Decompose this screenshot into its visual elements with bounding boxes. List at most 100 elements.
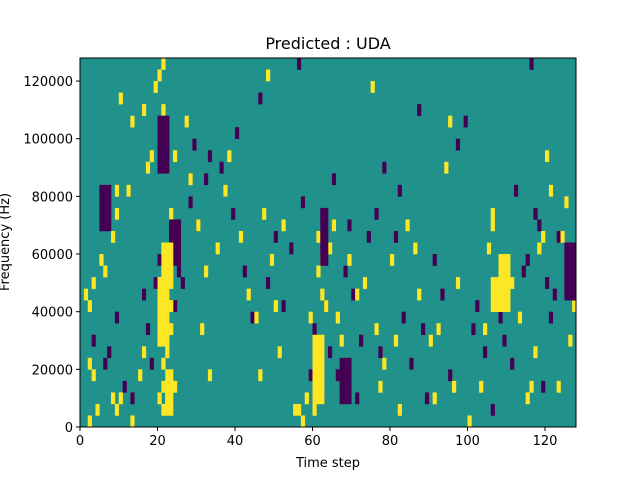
heatmap-cell-low [347,219,352,232]
heatmap-cell-high [149,150,154,163]
heatmap-cell-high [455,277,461,289]
y-tick-label: 120000 [23,75,73,90]
heatmap-cell-low [393,230,399,243]
heatmap-cell-high [297,403,302,416]
heatmap-cell-high [432,392,437,405]
heatmap-cell-high [238,230,244,243]
heatmap-cell-low [537,219,542,232]
heatmap-cell-high [347,254,352,266]
heatmap-cell-high [428,334,433,347]
heatmap-cell-low [114,311,120,324]
heatmap-cell-low [235,127,240,140]
heatmap-cell-high [223,184,228,197]
heatmap-cell-high [397,403,402,416]
heatmap-cell-high [161,58,166,70]
heatmap-block-low [339,357,352,405]
heatmap-cell-high [207,369,213,382]
heatmap-block-low [157,115,170,174]
heatmap-cell-low [335,369,340,382]
heatmap-cell-high [316,265,321,278]
heatmap-cell-low [545,277,550,289]
heatmap-cell-high [490,207,495,220]
heatmap-cell-low [521,265,526,278]
heatmap-cell-high [130,415,135,428]
heatmap-cell-low [300,196,306,209]
heatmap-cell-high [161,104,166,116]
heatmap-cell-low [331,173,337,186]
heatmap-cell-high [324,300,329,312]
heatmap-cell-high [393,334,399,347]
heatmap-cell-high [405,219,410,232]
heatmap-cell-high [169,323,174,336]
heatmap-cell-high [436,323,441,336]
heatmap-cell-low [366,230,371,243]
heatmap-cell-low [130,392,135,405]
heatmap-cell-low [312,323,317,336]
heatmap-cell-high [118,92,123,105]
heatmap-cell-high [114,207,120,220]
heatmap-cell-high [157,69,162,82]
heatmap-cell-high [273,300,278,312]
heatmap-block-low [99,184,112,232]
heatmap-cell-low [149,357,154,370]
heatmap-cell-high [308,311,313,324]
heatmap-cell-high [266,69,271,82]
plot-area [79,57,577,428]
heatmap-cell-high [188,173,193,186]
heatmap-cell-high [196,219,201,232]
heatmap-cell-low [122,380,127,393]
heatmap-cell-low [231,207,236,220]
heatmap-cell-low [145,323,151,336]
heatmap-cell-low [455,138,461,151]
heatmap-cell-high [293,403,298,416]
heatmap-cell-high [510,277,515,289]
heatmap-cell-high [99,254,104,266]
heatmap-cell-high [390,254,395,266]
heatmap-cell-high [142,104,147,116]
heatmap-cell-high [184,115,189,128]
heatmap-cell-high [262,207,267,220]
heatmap-cell-high [281,219,286,232]
heatmap-cell-low [490,403,495,416]
heatmap-cell-high [525,392,530,405]
heatmap-cell-high [173,150,178,163]
x-tick-label: 0 [76,434,84,449]
heatmap-block-low [169,219,182,266]
heatmap-block-low [564,242,577,301]
heatmap-cell-low [207,150,213,163]
heatmap-cell-high [483,323,488,336]
plot-frame [79,57,577,428]
heatmap-cell-high [382,357,387,370]
heatmap-cell-high [362,277,368,289]
heatmap-cell-high [320,288,325,301]
y-tick-label: 80000 [32,190,73,205]
heatmap-cell-low [219,161,224,174]
heatmap-cell-high [173,380,178,393]
y-tick-label: 0 [65,421,73,436]
x-tick-label: 120 [533,434,558,449]
heatmap-cell-low [204,173,209,186]
heatmap-cell-low [440,288,445,301]
heatmap-cell-high [300,415,306,428]
heatmap-cell-high [165,346,170,359]
x-tick-label: 40 [227,434,244,449]
heatmap-cell-low [548,311,554,324]
heatmap-cell-high [87,300,92,312]
heatmap-cell-high [169,207,174,220]
heatmap-cell-low [173,300,178,312]
heatmap-cell-low [289,242,294,255]
heatmap-block-high [165,369,174,416]
heatmap-cell-low [409,357,414,370]
x-axis: 0 20 40 60 80 100 120 [76,427,558,449]
heatmap-cell-low [510,357,515,370]
heatmap-cell-high [87,415,92,428]
heatmap-cell-low [533,207,538,220]
heatmap-cell-high [145,161,151,174]
heatmap-cell-low [142,288,147,301]
heatmap-cell-low [180,277,185,289]
heatmap-cell-high [370,81,375,93]
x-axis-label: Time step [295,456,360,471]
heatmap-cell-high [556,380,561,393]
heatmap-cell-low [192,138,197,151]
heatmap-cell-high [331,219,337,232]
